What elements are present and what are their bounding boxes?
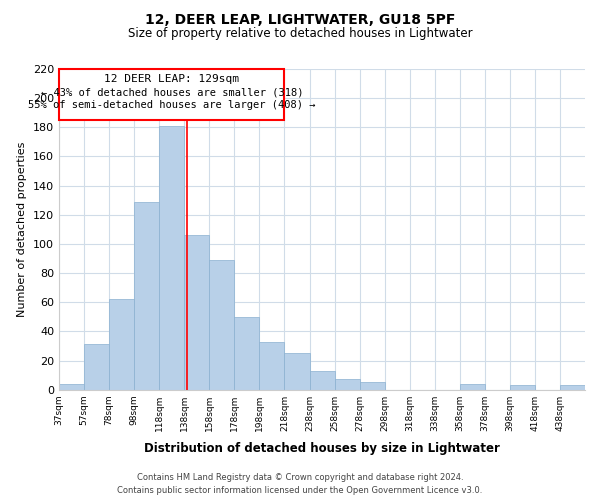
Bar [359, 382, 385, 390]
Text: ← 43% of detached houses are smaller (318): ← 43% of detached houses are smaller (31… [41, 88, 303, 98]
FancyBboxPatch shape [59, 69, 284, 120]
Text: Size of property relative to detached houses in Lightwater: Size of property relative to detached ho… [128, 28, 472, 40]
Bar [460, 384, 485, 390]
Bar [209, 260, 235, 390]
Text: 55% of semi-detached houses are larger (408) →: 55% of semi-detached houses are larger (… [28, 100, 316, 110]
Text: 12 DEER LEAP: 129sqm: 12 DEER LEAP: 129sqm [104, 74, 239, 84]
Text: 12, DEER LEAP, LIGHTWATER, GU18 5PF: 12, DEER LEAP, LIGHTWATER, GU18 5PF [145, 12, 455, 26]
Bar [284, 353, 310, 390]
Text: Contains HM Land Registry data © Crown copyright and database right 2024.
Contai: Contains HM Land Registry data © Crown c… [118, 474, 482, 495]
X-axis label: Distribution of detached houses by size in Lightwater: Distribution of detached houses by size … [144, 442, 500, 455]
Bar [310, 370, 335, 390]
Bar [59, 384, 84, 390]
Bar [109, 300, 134, 390]
Bar [84, 344, 109, 390]
Bar [335, 380, 359, 390]
Bar [510, 386, 535, 390]
Y-axis label: Number of detached properties: Number of detached properties [17, 142, 28, 317]
Bar [184, 235, 209, 390]
Bar [134, 202, 159, 390]
Bar [560, 386, 585, 390]
Bar [159, 126, 184, 390]
Bar [235, 317, 259, 390]
Bar [259, 342, 284, 390]
